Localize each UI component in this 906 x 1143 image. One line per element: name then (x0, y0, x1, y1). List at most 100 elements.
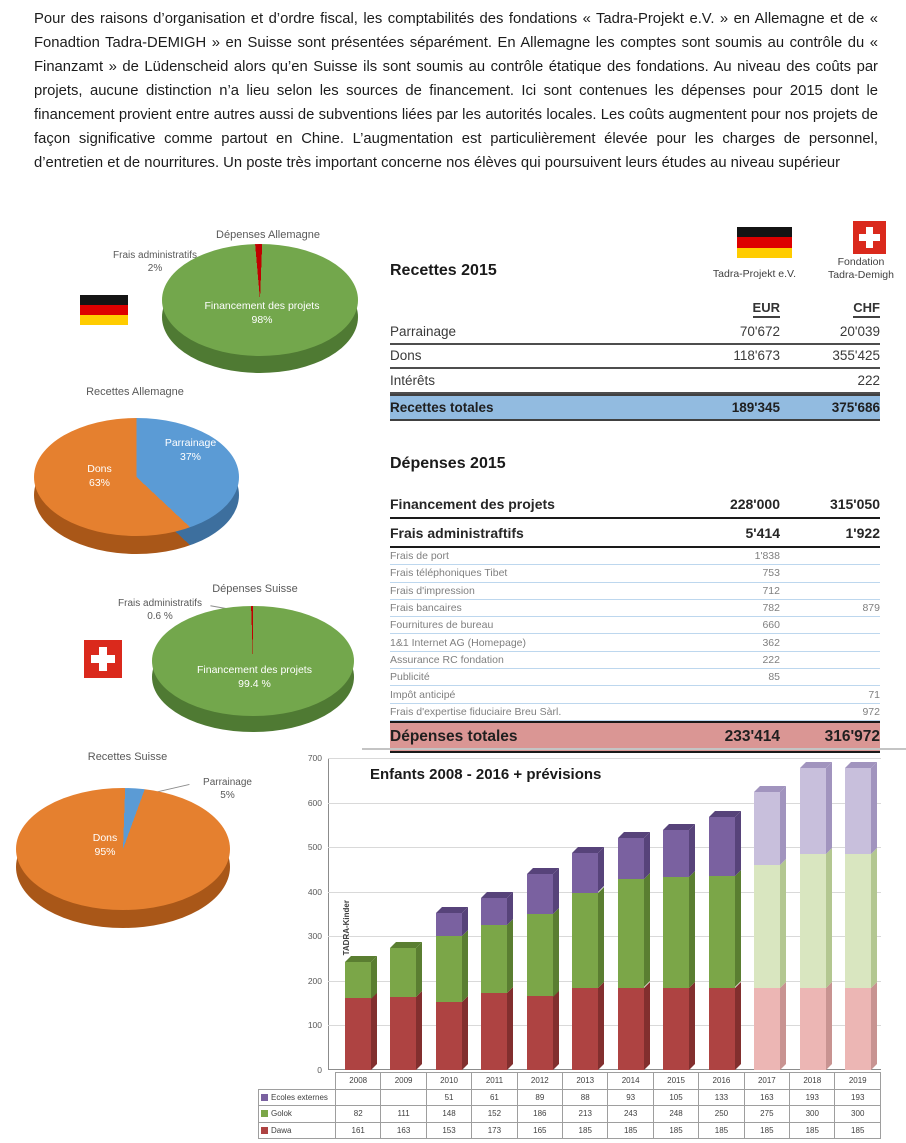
year-cell: 2008 (334, 1072, 382, 1090)
bar-segment-face (780, 858, 787, 988)
table-row: Dons 118'673 355'425 (390, 345, 880, 369)
year-cell: 2011 (471, 1072, 518, 1090)
value-cell: 243 (607, 1105, 654, 1123)
row-label: Frais téléphoniques Tibet (390, 567, 508, 580)
bar-segment (572, 987, 599, 1070)
bar-chart-ylabel: TADRA-Kinder (342, 900, 351, 956)
row-label: Financement des projets (390, 495, 555, 512)
row-label: Fournitures de bureau (390, 619, 494, 632)
bar-segment (344, 998, 371, 1070)
slice-value: 99.4 % (238, 677, 271, 690)
bar-segment (435, 935, 462, 1002)
bar-segment (845, 987, 872, 1070)
year-cell: 2014 (607, 1072, 654, 1090)
value-cell: 88 (562, 1088, 609, 1106)
pie-recettes-suisse-callout: Parrainage 5% (185, 776, 270, 802)
value-cell: 185 (607, 1121, 654, 1139)
bar-segment-face (461, 929, 468, 1002)
bar-segment-face (871, 761, 878, 854)
pie-recettes-suisse-title: Recettes Suisse (87, 751, 168, 763)
pie-surface (16, 788, 230, 910)
bar-segment (663, 877, 690, 988)
org-label-ch-1: Fondation (837, 256, 885, 268)
value-cell: 185 (562, 1121, 609, 1139)
bar-segment (754, 987, 781, 1070)
table-row: Frais d'expertise fiduciaire Breu Sàrl. 9… (390, 704, 880, 721)
gridline (328, 1025, 881, 1027)
pie-depenses-suisse-label: Financement des projets 99.4 % (172, 664, 337, 691)
callout-label: Frais administratifs (118, 598, 202, 609)
legend-swatch-icon (261, 1093, 268, 1101)
recettes-table: EUR CHF Parrainage 70'672 20'039 Dons 118'67… (390, 298, 880, 421)
value-cell: 153 (425, 1121, 473, 1139)
chf-value: 222 (857, 372, 880, 388)
eur-value: 782 (762, 602, 780, 615)
pie-depenses-allemagne-callout: Frais administratifs 2% (100, 249, 210, 275)
chf-value: 375'686 (831, 399, 880, 415)
bar-segment (481, 992, 508, 1070)
bar-segment (663, 830, 690, 877)
bar-segment-face (416, 941, 423, 998)
value-cell: 173 (471, 1121, 518, 1139)
chf-value: 315'050 (829, 495, 880, 512)
bar-segment (708, 987, 735, 1070)
value-cell: 93 (607, 1088, 654, 1106)
bar-segment-face (370, 992, 377, 1070)
year-cell: 2017 (743, 1072, 791, 1090)
chf-value: 20'039 (839, 323, 880, 339)
table-row: Intérêts 222 (390, 369, 880, 394)
table-row: Impôt anticipé 71 (390, 686, 880, 704)
y-tick-label: 200 (307, 975, 322, 986)
pie-depenses-allemagne-label: Financement des projets 98% (178, 300, 346, 327)
depenses-table: Financement des projets 228'000 315'050 Fra… (390, 490, 880, 753)
bar-segment (617, 987, 644, 1070)
value-cell: 163 (743, 1088, 791, 1106)
bar-segment (617, 879, 644, 988)
pie-surface (162, 244, 358, 356)
table-row: Dépenses totales 233'414 316'972 (390, 720, 880, 753)
value-cell: 185 (834, 1121, 881, 1139)
slice-value: 63% (88, 476, 110, 489)
german-flag-icon (737, 227, 792, 258)
bar-segment-face (598, 886, 605, 988)
value-cell: 248 (652, 1105, 700, 1123)
eur-value: 5'414 (745, 524, 780, 541)
bar-segment (390, 947, 417, 998)
legend-swatch-icon (261, 1126, 268, 1134)
depenses-title: Dépenses 2015 (390, 455, 506, 472)
gridline (328, 847, 881, 849)
bar-segment (754, 792, 781, 865)
y-tick-label: 0 (317, 1065, 322, 1075)
eur-value: 70'672 (739, 323, 780, 339)
pie-surface (152, 606, 354, 716)
bar-chart-title: Enfants 2008 - 2016 + prévisions (370, 766, 602, 783)
eur-value: 222 (762, 653, 780, 666)
eur-header: EUR (752, 300, 780, 318)
row-label: Intérêts (390, 372, 436, 388)
eur-value: 362 (762, 636, 780, 649)
eur-value: 228'000 (729, 495, 780, 512)
bar-segment (845, 853, 872, 988)
table-row: Financement des projets 228'000 315'050 (390, 490, 880, 519)
callout-label: Frais administratifs (113, 250, 197, 261)
gridline (328, 936, 881, 938)
row-label: Assurance RC fondation (390, 653, 504, 666)
value-cell: 275 (743, 1105, 791, 1123)
bar-segment (526, 873, 553, 914)
bar-cap (617, 831, 650, 838)
eur-value: 85 (768, 671, 780, 684)
value-cell: 165 (516, 1121, 564, 1139)
slice-label: Financement des projets (197, 664, 312, 676)
table-row: Assurance RC fondation 222 (390, 652, 880, 670)
depenses-main: Financement des projets 228'000 315'050 Fra… (390, 490, 880, 548)
value-cell: 148 (425, 1105, 473, 1123)
bar-segment-face (780, 981, 787, 1070)
table-row: Frais bancaires 782 879 (390, 600, 880, 618)
enfants-table: 2008 2009 2010 2011 2012 2013 2014 2015 2016 2017… (258, 1072, 881, 1139)
year-cell: 2019 (834, 1072, 881, 1090)
slice-value: 95% (94, 845, 116, 858)
org-label-de: Tadra-Projekt e.V. (712, 268, 796, 280)
bar-segment-face (552, 990, 559, 1070)
eur-value: 753 (762, 567, 780, 580)
chf-header: CHF (853, 300, 880, 318)
